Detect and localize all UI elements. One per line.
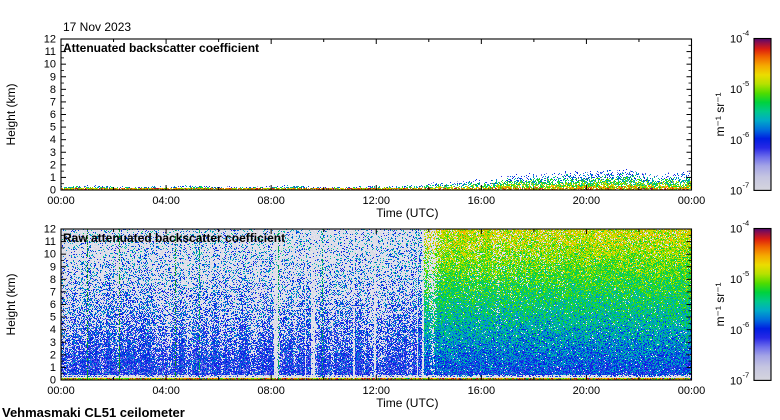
svg-text:-7: -7	[743, 370, 750, 379]
svg-text:4: 4	[50, 324, 56, 336]
svg-text:Height (km): Height (km)	[4, 83, 18, 145]
svg-text:10: 10	[730, 325, 742, 337]
svg-text:-6: -6	[743, 130, 750, 139]
svg-text:Time (UTC): Time (UTC)	[376, 206, 438, 220]
svg-text:Raw attenuated backscatter coe: Raw attenuated backscatter coefficient	[63, 231, 285, 245]
svg-text:5: 5	[50, 122, 56, 134]
svg-text:-5: -5	[743, 269, 750, 278]
svg-text:11: 11	[45, 46, 56, 58]
svg-text:12: 12	[44, 224, 56, 236]
svg-text:10: 10	[730, 84, 742, 96]
svg-text:m⁻¹ sr⁻¹: m⁻¹ sr⁻¹	[713, 92, 727, 136]
svg-text:1: 1	[50, 362, 56, 374]
svg-text:08:00: 08:00	[257, 385, 285, 397]
svg-text:8: 8	[50, 274, 56, 286]
svg-text:1: 1	[50, 172, 56, 184]
svg-text:2: 2	[50, 349, 56, 361]
svg-text:6: 6	[50, 109, 56, 121]
svg-text:Height (km): Height (km)	[4, 273, 18, 335]
svg-text:10: 10	[730, 34, 742, 46]
svg-text:04:00: 04:00	[152, 385, 180, 397]
svg-text:8: 8	[50, 84, 56, 96]
svg-text:10: 10	[730, 375, 742, 387]
svg-text:00:00: 00:00	[678, 385, 706, 397]
svg-text:-4: -4	[743, 29, 750, 38]
svg-text:10: 10	[730, 274, 742, 286]
svg-text:7: 7	[50, 286, 56, 298]
svg-text:9: 9	[50, 71, 56, 83]
svg-text:2: 2	[50, 159, 56, 171]
svg-text:4: 4	[50, 134, 56, 146]
svg-text:20:00: 20:00	[573, 195, 601, 207]
svg-text:04:00: 04:00	[152, 195, 180, 207]
svg-text:Vehmasmaki CL51 ceilometer: Vehmasmaki CL51 ceilometer	[2, 405, 185, 420]
svg-text:11: 11	[45, 236, 56, 248]
svg-text:-5: -5	[743, 79, 750, 88]
svg-text:10: 10	[44, 59, 56, 71]
svg-text:00:00: 00:00	[47, 195, 75, 207]
svg-text:3: 3	[50, 147, 56, 159]
svg-text:6: 6	[50, 299, 56, 311]
svg-text:16:00: 16:00	[468, 385, 496, 397]
svg-text:10: 10	[730, 224, 742, 236]
svg-text:9: 9	[50, 261, 56, 273]
svg-text:00:00: 00:00	[47, 385, 75, 397]
svg-text:-7: -7	[743, 180, 750, 189]
svg-text:16:00: 16:00	[468, 195, 496, 207]
svg-text:-6: -6	[743, 320, 750, 329]
svg-text:08:00: 08:00	[257, 195, 285, 207]
svg-text:7: 7	[50, 96, 56, 108]
svg-text:m⁻¹ sr⁻¹: m⁻¹ sr⁻¹	[713, 282, 727, 326]
svg-text:20:00: 20:00	[573, 385, 601, 397]
svg-text:12: 12	[44, 34, 56, 46]
svg-text:3: 3	[50, 337, 56, 349]
svg-text:Time (UTC): Time (UTC)	[376, 396, 438, 410]
svg-text:Attenuated backscatter coeffic: Attenuated backscatter coefficient	[63, 41, 259, 55]
svg-text:5: 5	[50, 312, 56, 324]
svg-text:10: 10	[730, 135, 742, 147]
svg-text:10: 10	[730, 185, 742, 197]
svg-text:17 Nov 2023: 17 Nov 2023	[63, 20, 131, 34]
svg-text:00:00: 00:00	[678, 195, 706, 207]
svg-text:10: 10	[44, 249, 56, 261]
svg-text:-4: -4	[743, 219, 750, 228]
